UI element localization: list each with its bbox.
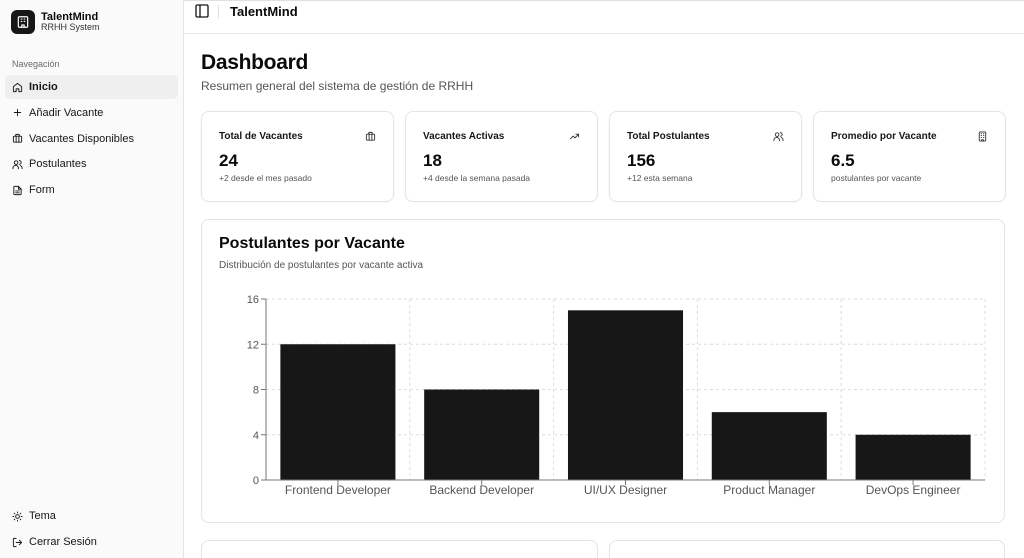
top-bar: TalentMind — [184, 0, 1024, 34]
x-tick-label: Frontend Developer — [285, 483, 391, 497]
topbar-divider — [218, 5, 219, 19]
sidebar-item-label: Inicio — [29, 81, 58, 93]
y-tick-label: 16 — [247, 294, 259, 306]
file-text-icon — [13, 185, 22, 195]
sidebar-toggle-icon[interactable] — [194, 3, 210, 19]
stat-value: 6.5 — [831, 151, 855, 170]
logout-label: Cerrar Sesión — [29, 536, 97, 548]
stat-label: Total de Vacantes — [219, 131, 303, 142]
stat-label: Total Postulantes — [627, 131, 710, 142]
logout-button[interactable]: Cerrar Sesión — [5, 530, 178, 554]
brand-subtitle: RRHH System — [41, 22, 100, 33]
brand-name: TalentMind — [41, 11, 99, 23]
stat-note: postulantes por vacante — [831, 173, 922, 183]
building-icon — [978, 131, 987, 142]
theme-label: Tema — [29, 510, 56, 522]
x-tick-label: UI/UX Designer — [584, 483, 667, 497]
trending-up-icon — [569, 133, 580, 140]
plus-icon — [13, 109, 22, 117]
brand[interactable]: TalentMind RRHH System — [11, 10, 100, 34]
sidebar-item-label: Postulantes — [29, 158, 87, 171]
bar-backend-developer — [424, 389, 540, 480]
chart-card: Postulantes por Vacante Distribución de … — [201, 219, 1005, 523]
sidebar-item-postulantes[interactable]: Postulantes — [5, 152, 178, 176]
stat-card-vacantes-activas: Vacantes Activas 18 +4 desde la semana p… — [405, 111, 598, 202]
logout-icon — [12, 537, 23, 547]
stat-card-total-vacantes: Total de Vacantes 24 +2 desde el mes pas… — [201, 111, 394, 202]
sidebar-nav: Inicio Añadir Vacante Vacantes Disponibl… — [5, 75, 178, 204]
chart-subtitle: Distribución de postulantes por vacante … — [219, 260, 424, 271]
sidebar-item-label: Form — [29, 184, 55, 197]
bar-frontend-developer — [280, 344, 396, 480]
x-tick-label: Backend Developer — [429, 483, 534, 497]
chart-title: Postulantes por Vacante — [219, 235, 405, 252]
stat-note: +4 desde la semana pasada — [423, 173, 531, 183]
users-icon — [12, 160, 23, 169]
y-tick-label: 8 — [253, 385, 259, 397]
bottom-card-right — [609, 540, 1005, 558]
home-icon — [12, 82, 23, 92]
stat-card-promedio: Promedio por Vacante 6.5 postulantes por… — [813, 111, 1006, 202]
stat-value: 156 — [627, 151, 656, 170]
briefcase-icon — [365, 131, 376, 141]
sidebar-item-vacantes-disponibles[interactable]: Vacantes Disponibles — [5, 127, 178, 151]
sidebar-item-label: Vacantes Disponibles — [29, 132, 134, 145]
stat-note: +12 esta semana — [627, 173, 693, 183]
bottom-card-left — [201, 540, 598, 558]
sidebar-item-label: Añadir Vacante — [29, 106, 104, 119]
stat-label: Promedio por Vacante — [831, 131, 937, 142]
theme-toggle[interactable]: Tema — [5, 504, 178, 528]
page-title: Dashboard — [201, 51, 308, 74]
sun-icon — [12, 510, 23, 522]
sidebar: TalentMind RRHH System Navegación Inicio… — [0, 0, 184, 558]
stat-card-total-postulantes: Total Postulantes 156 +12 esta semana — [609, 111, 802, 202]
briefcase-icon — [12, 134, 23, 143]
bar-devops-engineer — [855, 434, 971, 480]
bar-chart: 0 4 8 12 16 Frontend Developer Backend Develop… — [247, 294, 986, 497]
y-tick-label: 0 — [253, 475, 259, 487]
stat-label: Vacantes Activas — [423, 131, 505, 142]
stat-note: +2 desde el mes pasado — [219, 173, 312, 183]
users-icon — [773, 132, 784, 142]
bar-product-manager — [711, 412, 827, 480]
page-subtitle: Resumen general del sistema de gestión d… — [201, 79, 474, 93]
x-tick-label: DevOps Engineer — [866, 483, 961, 497]
topbar-title: TalentMind — [230, 4, 298, 19]
sidebar-item-form[interactable]: Form — [5, 178, 178, 202]
nav-section-label: Navegación — [12, 59, 60, 69]
sidebar-item-inicio[interactable]: Inicio — [5, 75, 178, 99]
stat-value: 18 — [423, 151, 442, 170]
sidebar-item-anadir-vacante[interactable]: Añadir Vacante — [5, 101, 178, 125]
x-tick-label: Product Manager — [723, 483, 815, 497]
y-tick-label: 4 — [253, 430, 259, 442]
sidebar-footer: Tema Cerrar Sesión — [5, 504, 178, 556]
brand-logo — [11, 10, 35, 34]
y-tick-label: 12 — [247, 339, 259, 351]
bar-ui-ux-designer — [567, 310, 684, 480]
stat-value: 24 — [219, 151, 238, 170]
